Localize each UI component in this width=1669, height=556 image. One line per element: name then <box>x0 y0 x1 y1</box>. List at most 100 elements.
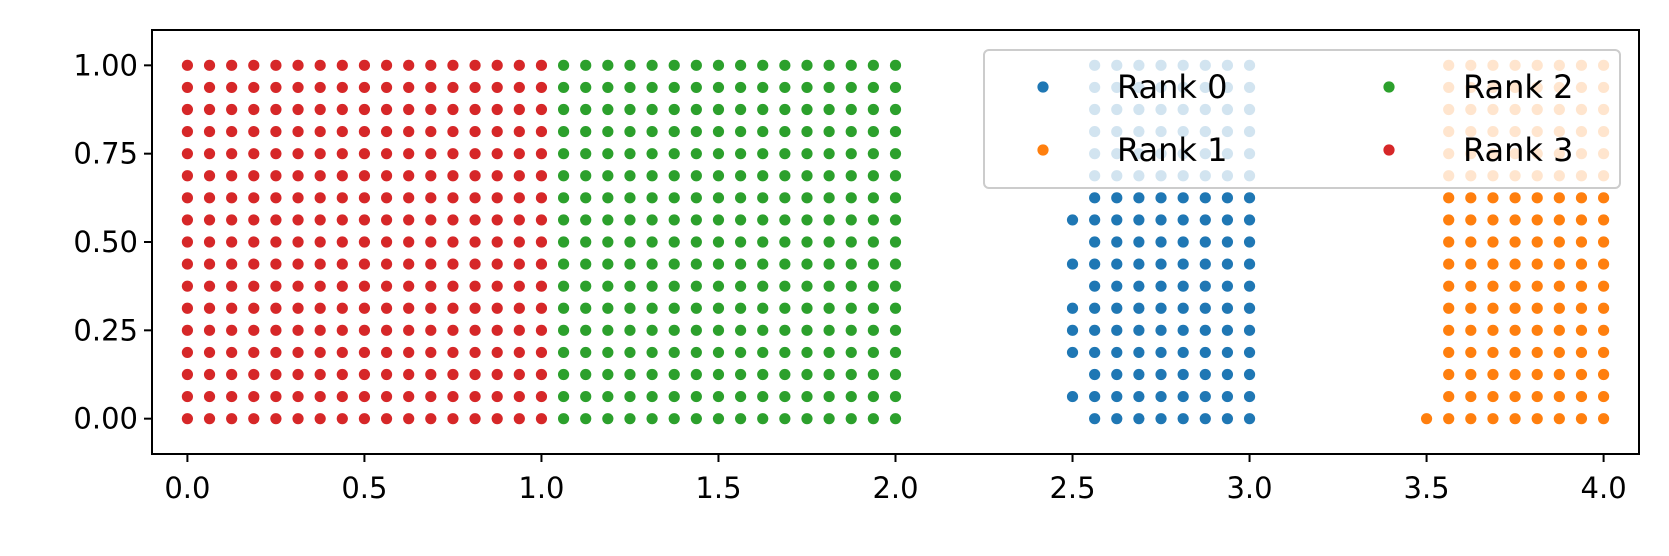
data-point <box>491 368 503 381</box>
data-point <box>1133 236 1145 248</box>
data-point <box>535 170 548 182</box>
data-point <box>1597 413 1610 425</box>
data-point <box>1443 214 1455 226</box>
data-point <box>292 214 304 226</box>
y-tick-label: 0.50 <box>73 225 138 259</box>
data-point <box>1177 368 1189 381</box>
data-point <box>867 148 879 160</box>
data-point <box>1133 280 1145 292</box>
data-point <box>801 148 813 160</box>
data-point <box>491 192 503 204</box>
data-point <box>1111 280 1123 292</box>
data-point <box>1465 413 1477 425</box>
data-point <box>557 368 570 381</box>
data-point <box>270 192 282 204</box>
data-point <box>314 236 326 248</box>
data-point <box>580 413 592 425</box>
data-point <box>668 368 680 381</box>
data-point <box>535 59 548 71</box>
data-point <box>624 59 636 71</box>
data-point <box>757 324 769 336</box>
data-point <box>889 390 902 403</box>
data-point <box>535 258 548 270</box>
data-point <box>757 103 769 116</box>
data-point <box>1066 258 1079 270</box>
data-point <box>867 170 879 182</box>
data-point <box>867 214 879 226</box>
data-point <box>867 413 879 425</box>
data-point <box>823 280 835 292</box>
data-point <box>823 368 835 381</box>
data-point <box>845 59 857 71</box>
data-point <box>292 280 304 292</box>
data-point <box>867 346 879 359</box>
data-point <box>1133 214 1145 226</box>
data-point <box>491 103 503 116</box>
data-point <box>447 125 459 138</box>
data-point <box>557 280 570 292</box>
series-rank-2 <box>557 59 902 425</box>
data-point <box>602 59 614 71</box>
data-point <box>403 390 415 403</box>
data-point <box>889 324 902 336</box>
data-point <box>1420 413 1433 425</box>
data-point <box>889 413 902 425</box>
data-point <box>1465 192 1477 204</box>
data-point <box>226 148 238 160</box>
data-point <box>1243 280 1256 292</box>
data-point <box>403 324 415 336</box>
data-point <box>1111 390 1123 403</box>
data-point <box>181 368 194 381</box>
data-point <box>823 258 835 270</box>
data-point <box>1509 192 1521 204</box>
data-point <box>203 236 216 248</box>
data-point <box>712 346 725 359</box>
data-point <box>801 81 813 94</box>
data-point <box>646 103 658 116</box>
data-point <box>292 390 304 403</box>
data-point <box>779 413 791 425</box>
data-point <box>690 59 702 71</box>
legend-label: Rank 2 <box>1463 68 1573 106</box>
data-point <box>1553 346 1565 359</box>
data-point <box>712 236 725 248</box>
data-point <box>1111 236 1123 248</box>
data-point <box>1199 368 1211 381</box>
data-point <box>1443 192 1455 204</box>
data-point <box>1443 346 1455 359</box>
data-point <box>270 302 282 314</box>
data-point <box>203 324 216 336</box>
x-tick-label: 2.5 <box>1049 471 1095 505</box>
data-point <box>779 81 791 94</box>
data-point <box>690 148 702 160</box>
data-point <box>469 170 481 182</box>
data-point <box>712 302 725 314</box>
data-point <box>602 413 614 425</box>
data-point <box>425 280 437 292</box>
data-point <box>779 59 791 71</box>
data-point <box>336 280 348 292</box>
data-point <box>867 302 879 314</box>
data-point <box>867 125 879 138</box>
data-point <box>535 280 548 292</box>
data-point <box>535 125 548 138</box>
data-point <box>823 390 835 403</box>
data-point <box>248 170 260 182</box>
data-point <box>226 302 238 314</box>
data-point <box>1597 236 1610 248</box>
data-point <box>1089 192 1101 204</box>
data-point <box>270 324 282 336</box>
data-point <box>425 148 437 160</box>
data-point <box>535 368 548 381</box>
data-point <box>823 236 835 248</box>
data-point <box>646 324 658 336</box>
data-point <box>624 81 636 94</box>
data-point <box>1089 368 1101 381</box>
data-point <box>270 280 282 292</box>
data-point <box>203 346 216 359</box>
data-point <box>1509 346 1521 359</box>
data-point <box>181 192 194 204</box>
data-point <box>646 236 658 248</box>
data-point <box>1509 368 1521 381</box>
data-point <box>181 170 194 182</box>
